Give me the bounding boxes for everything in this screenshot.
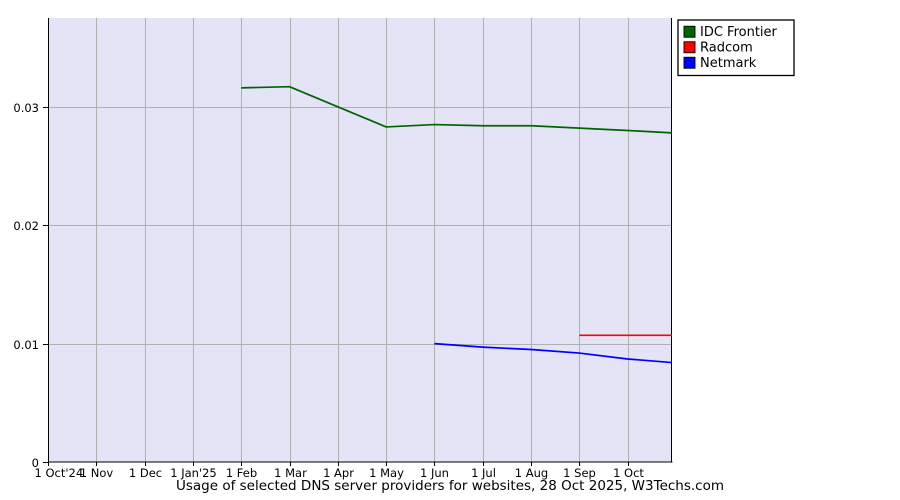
legend-label-idc-frontier[interactable]: IDC Frontier	[700, 25, 778, 40]
x-tick-label: 1 Oct'24	[35, 466, 84, 480]
y-axis-ticks: 0 0.01 0.02 0.03	[13, 101, 48, 470]
x-tick-label: 1 Mar	[274, 466, 307, 480]
legend-swatch-idc-frontier[interactable]	[683, 25, 696, 38]
grid-lines	[48, 18, 672, 462]
x-tick-label: 1 Oct	[613, 466, 644, 480]
x-axis-ticks: 1 Oct'241 Nov 1 Dec 1 Jan'25 1 Feb 1 Mar 1 Ap…	[35, 462, 644, 480]
y-tick-label: 0.03	[13, 101, 39, 115]
plot-background	[48, 18, 672, 462]
x-tick-label: 1 Sep	[563, 466, 596, 480]
legend-swatch-netmark[interactable]	[683, 56, 696, 69]
x-tick-label: 1 Dec	[129, 466, 162, 480]
x-tick-label: 1 Feb	[226, 466, 257, 480]
x-tick-label: 1 Aug	[515, 466, 548, 480]
y-tick-label: 0.01	[13, 338, 39, 352]
y-tick-label: 0.02	[13, 219, 39, 233]
x-tick-label: 1 Jan'25	[170, 466, 217, 480]
x-tick-label: 1 Apr	[323, 466, 354, 480]
legend-swatch-radcom[interactable]	[683, 41, 696, 54]
legend-label-radcom[interactable]: Radcom	[700, 40, 753, 55]
legend-label-netmark[interactable]: Netmark	[700, 56, 757, 71]
y-tick-label: 0	[32, 456, 39, 470]
x-tick-label: 1 Jun	[420, 466, 449, 480]
x-tick-label: 1 Jul	[471, 466, 496, 480]
x-tick-label: 1 Nov	[80, 466, 114, 480]
series-line-idc-frontier	[241, 85, 673, 134]
series-line-netmark	[434, 342, 673, 364]
chart-caption: Usage of selected DNS server providers f…	[176, 478, 724, 494]
x-tick-label: 1 May	[369, 466, 404, 480]
data-series-group	[241, 85, 673, 364]
legend-box	[677, 19, 795, 77]
